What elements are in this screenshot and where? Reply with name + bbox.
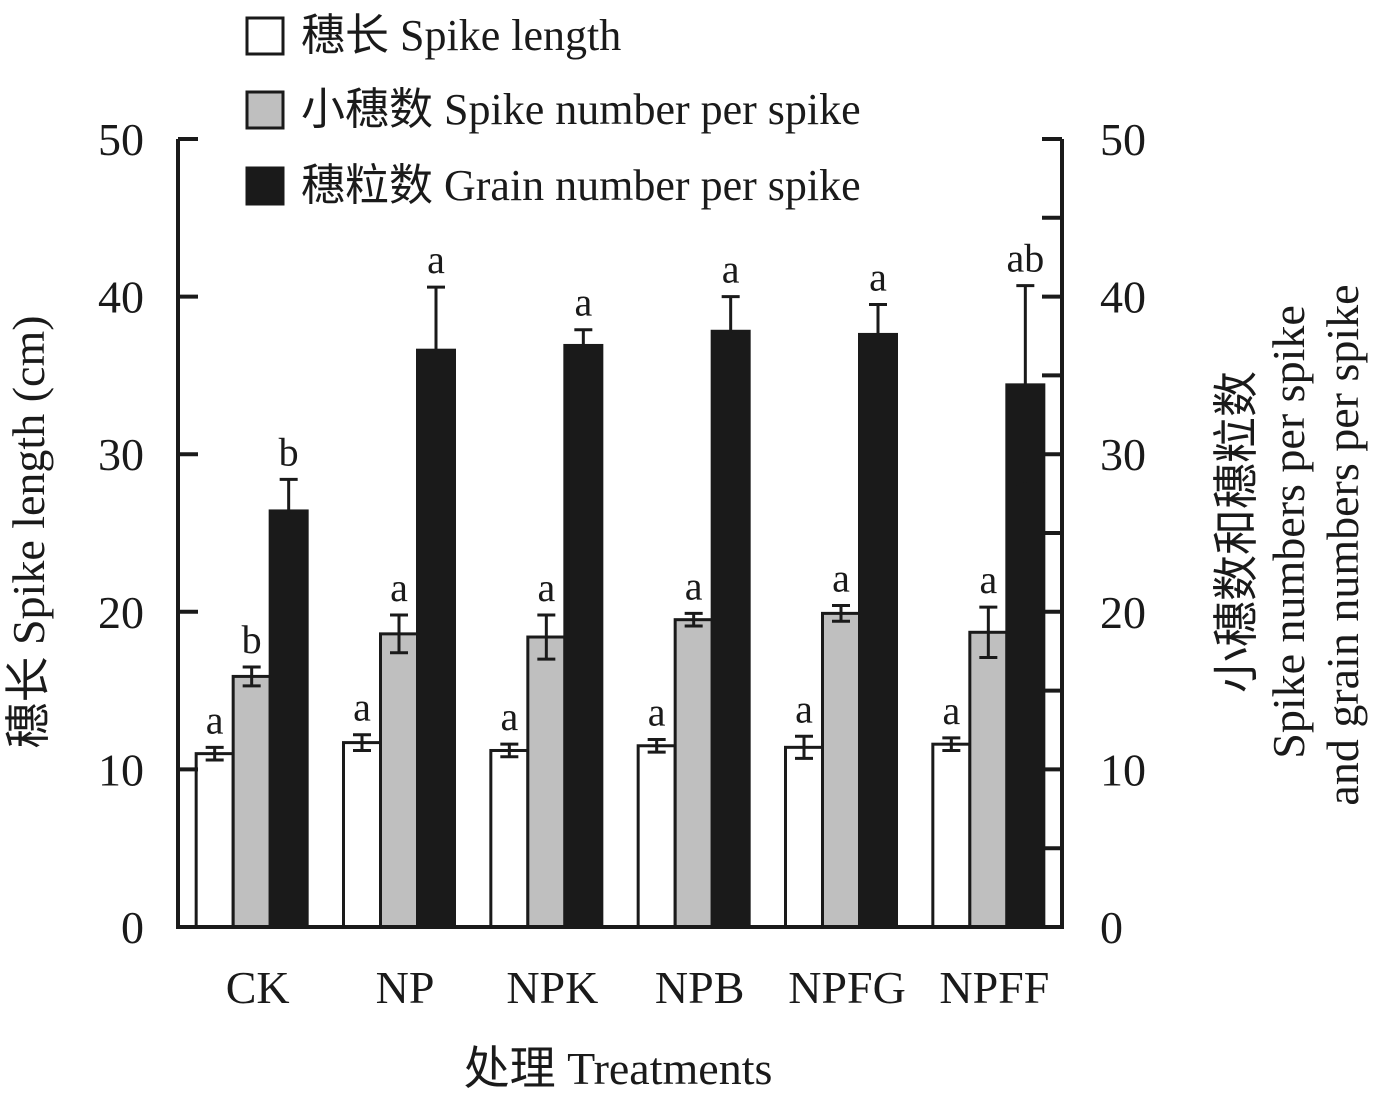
significance-label: a xyxy=(353,685,371,730)
significance-label: b xyxy=(279,429,299,474)
x-tick-label: NPB xyxy=(655,962,744,1013)
x-tick-label: NP xyxy=(376,962,435,1013)
right-y-tick-label: 10 xyxy=(1100,744,1146,795)
significance-label: a xyxy=(685,563,703,608)
legend-swatch xyxy=(245,16,285,56)
right-y-tick-label: 50 xyxy=(1100,114,1146,165)
bar xyxy=(489,748,530,929)
legend-label: 穗长 Spike length xyxy=(301,11,621,60)
bar xyxy=(526,635,567,929)
significance-label: a xyxy=(537,565,555,610)
significance-label: a xyxy=(979,557,997,602)
legend-label: 小穗数 Spike number per spike xyxy=(301,85,861,134)
left-y-tick-label: 10 xyxy=(98,744,144,795)
significance-label: b xyxy=(242,617,262,662)
significance-label: a xyxy=(648,689,666,734)
bar xyxy=(821,611,861,929)
legend-label: 穗粒数 Grain number per spike xyxy=(301,161,861,210)
left-y-tick-label: 40 xyxy=(98,272,144,323)
right-y-axis-title-line-2: Spike numbers per spike xyxy=(1263,305,1314,759)
axis-titles: 处理 Treatments 穗长 Spike length (cm) 小穗数和穗… xyxy=(3,284,1368,1094)
significance-label: a xyxy=(427,237,445,282)
bar xyxy=(231,674,272,929)
left-y-tick-label: 50 xyxy=(98,114,144,165)
right-y-tick-label: 20 xyxy=(1100,587,1146,638)
left-y-tick-label: 20 xyxy=(98,587,144,638)
legend-swatch xyxy=(245,166,285,206)
axes: 0 10 20 30 40 50 0 10 20 30 40 50 CK NP NPK NPB NPFG NPFF xyxy=(98,114,1146,1013)
left-y-axis-title: 穗长 Spike length (cm) xyxy=(3,315,54,748)
bar xyxy=(931,742,972,929)
right-y-tick-label: 40 xyxy=(1100,272,1146,323)
significance-label: a xyxy=(500,694,518,739)
x-tick-label: NPFF xyxy=(939,962,1049,1013)
significance-label: a xyxy=(869,254,887,299)
left-y-tick-label: 30 xyxy=(98,429,144,480)
right-y-axis-title-line-1: 小穗数和穗粒数 xyxy=(1211,371,1262,693)
significance-label: a xyxy=(795,686,813,731)
x-tick-label: CK xyxy=(226,962,290,1013)
significance-label: ab xyxy=(1006,236,1044,281)
x-tick-label: NPK xyxy=(506,962,598,1013)
significance-label: a xyxy=(832,555,850,600)
left-y-tick-label: 0 xyxy=(121,902,144,953)
significance-label: a xyxy=(574,280,592,325)
significance-label: a xyxy=(942,688,960,733)
right-y-axis-title-line-3: and grain numbers per spike xyxy=(1317,284,1368,805)
bar xyxy=(673,618,714,929)
right-y-tick-label: 30 xyxy=(1100,429,1146,480)
bar xyxy=(710,329,751,929)
bar xyxy=(968,630,1009,929)
bar xyxy=(563,343,604,929)
legend-swatch xyxy=(245,90,285,130)
bar xyxy=(268,509,309,929)
bar xyxy=(858,332,898,929)
significance-label: a xyxy=(722,247,740,292)
bar xyxy=(379,632,419,929)
bar xyxy=(194,752,235,929)
bar xyxy=(416,348,456,929)
bar xyxy=(784,745,824,929)
significance-label: a xyxy=(206,697,224,742)
significance-label: a xyxy=(390,565,408,610)
bar xyxy=(342,741,382,929)
x-tick-label: NPFG xyxy=(788,962,906,1013)
right-y-tick-label: 0 xyxy=(1100,902,1123,953)
x-axis-title: 处理 Treatments xyxy=(464,1043,773,1094)
bar xyxy=(636,744,677,929)
legend: 穗长 Spike length 小穗数 Spike number per spik… xyxy=(245,11,861,210)
